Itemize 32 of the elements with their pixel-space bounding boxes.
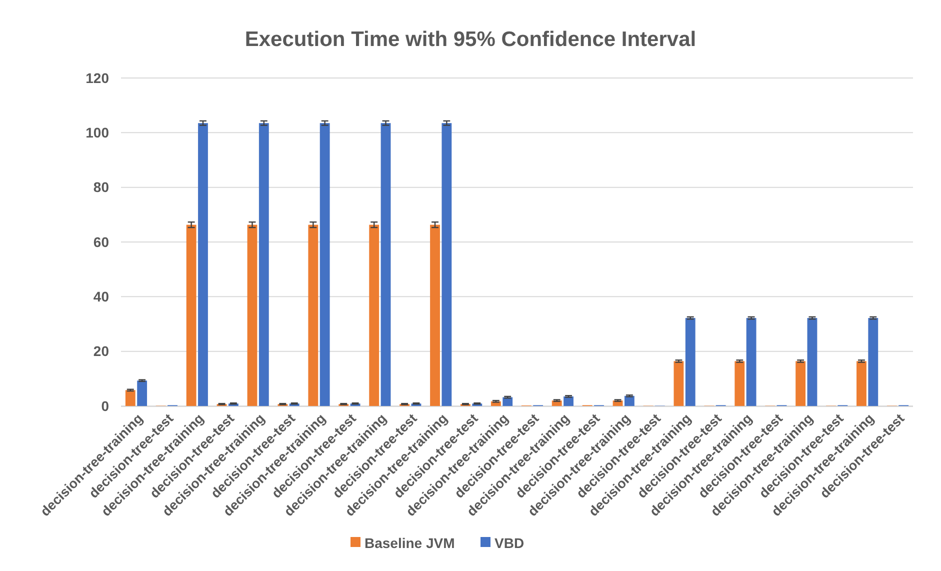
bar — [186, 224, 196, 406]
bar — [198, 123, 208, 406]
y-tick-label: 120 — [86, 70, 110, 86]
bar — [258, 123, 269, 406]
bar — [320, 123, 330, 406]
bar — [247, 224, 258, 406]
bar — [746, 318, 756, 406]
bar — [624, 396, 634, 406]
bar — [308, 224, 318, 406]
bar — [868, 318, 878, 406]
bar — [380, 123, 391, 406]
y-tick-label: 40 — [93, 288, 110, 305]
chart-title: Execution Time with 95% Confidence Interval — [244, 28, 696, 51]
bar — [674, 361, 684, 406]
bar — [442, 123, 452, 406]
y-tick-label: 20 — [93, 343, 110, 360]
y-tick-label: 80 — [93, 179, 110, 196]
legend-label: Baseline JVM — [364, 534, 455, 551]
bar — [430, 224, 440, 406]
bar — [125, 390, 136, 406]
y-tick-label: 100 — [86, 124, 110, 141]
bar — [685, 318, 696, 406]
bar — [734, 361, 745, 406]
bar — [807, 318, 818, 406]
bar — [369, 224, 380, 406]
bar — [502, 397, 513, 406]
bar — [137, 380, 148, 406]
y-tick-label: 60 — [93, 234, 110, 250]
bar — [796, 361, 806, 406]
bar — [856, 361, 866, 406]
y-tick-label: 0 — [101, 398, 110, 414]
legend-label: VBD — [494, 534, 524, 551]
